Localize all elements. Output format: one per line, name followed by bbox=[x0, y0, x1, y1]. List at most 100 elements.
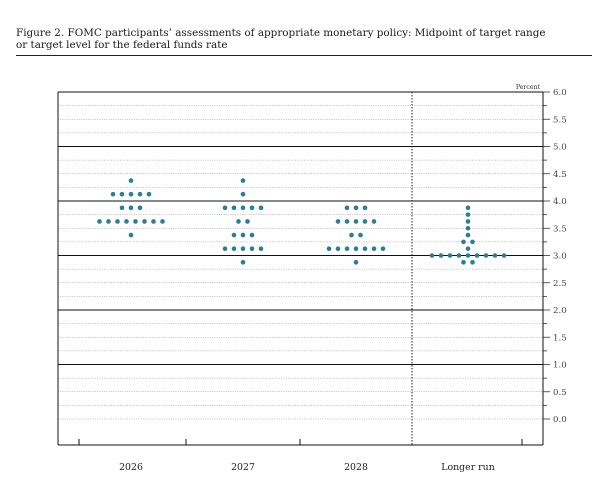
dot bbox=[231, 205, 237, 211]
dot bbox=[142, 219, 147, 224]
dot bbox=[335, 246, 341, 251]
y-tick-label: 1.0 bbox=[553, 361, 567, 371]
y-tick-label: 5.0 bbox=[553, 143, 567, 153]
dot bbox=[344, 219, 350, 224]
dot bbox=[128, 178, 134, 183]
dot bbox=[349, 232, 354, 238]
plot-frame bbox=[57, 92, 544, 446]
dot bbox=[97, 219, 102, 224]
dot bbox=[240, 205, 246, 211]
dot bbox=[128, 191, 134, 197]
dot bbox=[245, 219, 250, 224]
y-axis-ticks: 6.0 5.5 5.0 4.5 4.0 3.5 3.0 2.5 2.0 1.5 1.0 0.5 0.0 bbox=[543, 88, 567, 425]
dot bbox=[137, 205, 143, 211]
dots bbox=[97, 178, 507, 265]
dot bbox=[258, 205, 264, 211]
dot bbox=[133, 219, 138, 224]
category-label: Longer run bbox=[441, 462, 494, 473]
x-axis-labels: 2026 2027 2028 Longer run bbox=[119, 462, 495, 473]
title-rule bbox=[16, 55, 592, 56]
dot bbox=[119, 191, 125, 197]
dot bbox=[461, 260, 466, 265]
dot bbox=[474, 253, 480, 258]
gridlines bbox=[58, 91, 543, 420]
dot bbox=[438, 253, 444, 258]
dot bbox=[160, 219, 165, 224]
dot bbox=[371, 219, 377, 224]
dot bbox=[128, 232, 134, 238]
dot bbox=[137, 191, 143, 197]
dot bbox=[362, 246, 368, 251]
y-tick-label: 2.5 bbox=[553, 279, 567, 289]
unit-label: Percent bbox=[516, 84, 541, 91]
dot bbox=[465, 232, 471, 238]
dot bbox=[240, 178, 246, 183]
dot bbox=[447, 253, 453, 258]
dot bbox=[231, 232, 237, 238]
dot bbox=[222, 205, 228, 211]
dot bbox=[119, 205, 125, 211]
dot bbox=[362, 219, 368, 224]
dot bbox=[146, 191, 152, 197]
y-tick-label: 5.5 bbox=[553, 115, 567, 125]
dot bbox=[344, 205, 350, 211]
dot bbox=[465, 205, 471, 211]
dot bbox=[240, 232, 246, 238]
y-tick-label: 0.5 bbox=[553, 388, 567, 398]
dot bbox=[106, 219, 111, 224]
figure-title-line-2: or target level for the federal funds ra… bbox=[16, 39, 228, 51]
dot bbox=[258, 246, 264, 251]
dot bbox=[470, 239, 475, 245]
dot bbox=[128, 205, 134, 211]
dot bbox=[362, 205, 368, 211]
dot bbox=[429, 253, 435, 258]
dot bbox=[353, 219, 359, 224]
dot bbox=[231, 246, 237, 251]
dot bbox=[461, 239, 466, 245]
category-label: 2028 bbox=[344, 462, 368, 473]
dot bbox=[236, 219, 241, 224]
dot bbox=[115, 219, 120, 224]
dot bbox=[335, 219, 341, 224]
dot bbox=[344, 246, 350, 251]
dot bbox=[240, 191, 246, 197]
dot bbox=[465, 246, 471, 251]
y-tick-label: 6.0 bbox=[553, 88, 567, 98]
dot bbox=[353, 260, 359, 265]
y-tick-label: 1.5 bbox=[553, 333, 567, 343]
dot bbox=[501, 253, 507, 258]
dot bbox=[353, 246, 359, 251]
category-label: 2026 bbox=[119, 462, 143, 473]
y-tick-label: 3.0 bbox=[553, 252, 567, 262]
dot bbox=[371, 246, 377, 251]
dot bbox=[470, 260, 475, 265]
figure-title: Figure 2. FOMC participants’ assessments… bbox=[16, 27, 576, 51]
dot bbox=[380, 246, 386, 251]
dot bbox=[483, 253, 489, 258]
dot bbox=[465, 219, 471, 224]
dot bbox=[465, 212, 471, 217]
dot bbox=[151, 219, 156, 224]
y-tick-label: 4.0 bbox=[553, 197, 567, 207]
dot bbox=[456, 253, 462, 258]
dot bbox=[240, 246, 246, 251]
dot bbox=[249, 246, 255, 251]
dot bbox=[249, 232, 255, 238]
dot bbox=[465, 253, 471, 258]
dot bbox=[465, 225, 471, 231]
y-tick-label: 3.5 bbox=[553, 224, 567, 234]
dot bbox=[110, 191, 116, 197]
y-tick-label: 4.5 bbox=[553, 170, 567, 180]
dot bbox=[353, 205, 359, 211]
category-label: 2027 bbox=[231, 462, 255, 473]
dot bbox=[358, 232, 363, 238]
dot bbox=[222, 246, 228, 251]
dot bbox=[240, 260, 246, 265]
dot bbox=[492, 253, 498, 258]
figure-title-line-1: Figure 2. FOMC participants’ assessments… bbox=[16, 27, 546, 39]
y-tick-label: 2.0 bbox=[553, 306, 567, 316]
y-tick-label: 0.0 bbox=[553, 415, 567, 425]
dot bbox=[326, 246, 332, 251]
dot bbox=[249, 205, 255, 211]
